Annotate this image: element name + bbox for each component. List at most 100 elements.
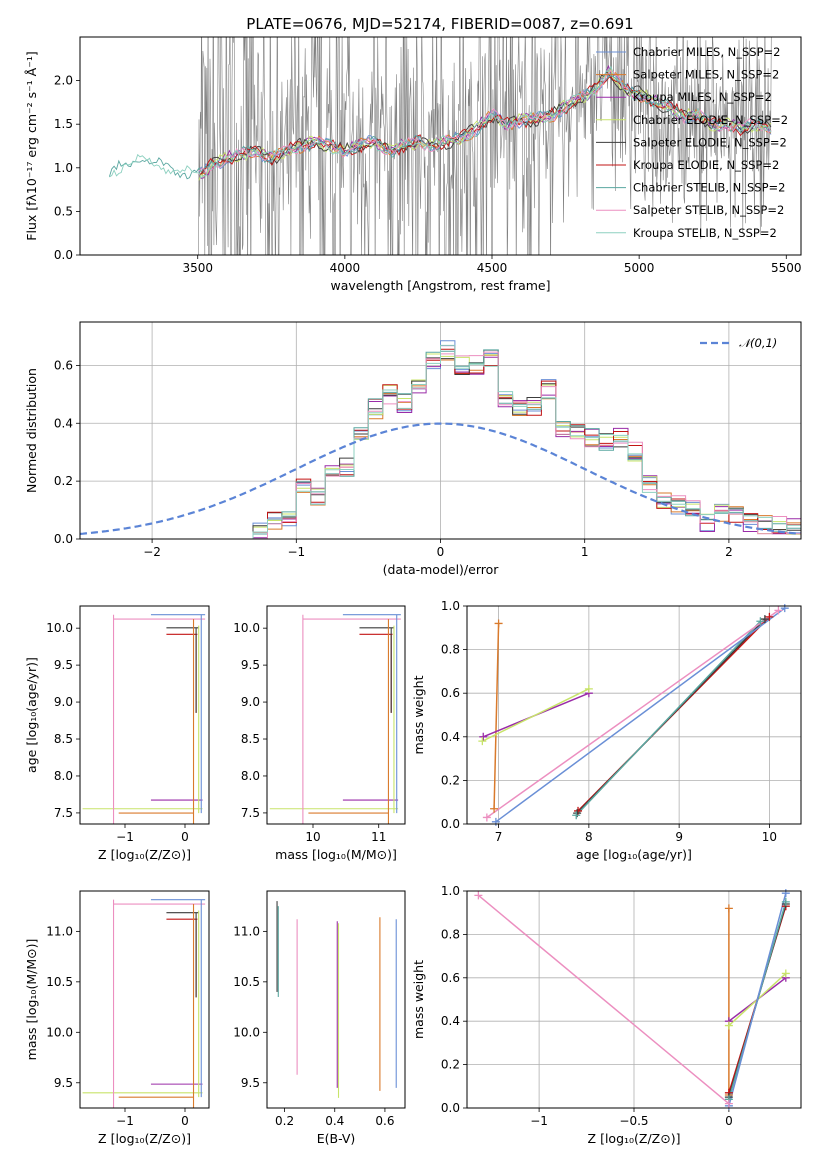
weight-marker — [572, 811, 581, 820]
x-tick-label: 7 — [495, 830, 503, 844]
y-tick-label: 10.0 — [46, 1025, 73, 1039]
y-axis-label: Normed distribution — [24, 368, 39, 493]
y-tick-label: 8.0 — [54, 769, 73, 783]
y-tick-label: 0.0 — [441, 1101, 460, 1115]
model-line — [198, 70, 772, 175]
y-tick-label: 1.0 — [441, 884, 460, 898]
plot-area — [82, 899, 206, 1108]
x-axis-label: (data-model)/error — [383, 562, 500, 577]
legend-label: Salpeter STELIB, N_SSP=2 — [633, 203, 784, 217]
x-tick-label: 0.2 — [275, 1114, 294, 1128]
x-tick-label: −1 — [116, 1114, 134, 1128]
weight-marker — [774, 606, 783, 615]
legend-label: Salpeter MILES, N_SSP=2 — [633, 68, 779, 82]
data-spectrum-line — [198, 37, 772, 255]
y-tick-label: 9.5 — [54, 658, 73, 672]
panel-weight-vs-z: −1 −0.5 0 0.0 0.2 0.4 0.6 0.8 1.0 Z [log₁₀(Z/Z⊙)]… — [411, 884, 802, 1146]
y-tick-label: 7.5 — [54, 806, 73, 820]
x-tick-label: 5500 — [771, 261, 802, 275]
y-tick-label: 0.2 — [441, 1058, 460, 1072]
y-tick-label: 7.5 — [241, 806, 260, 820]
weight-marker — [494, 619, 503, 628]
plot-area — [82, 614, 206, 824]
x-tick-label: 10 — [762, 830, 777, 844]
x-axis-label: E(B-V) — [317, 1131, 356, 1146]
panel-weight-vs-age: 7 8 9 10 0.0 0.2 0.4 0.6 0.8 1.0 age [log₁₀(age/yr… — [411, 599, 802, 862]
x-tick-label: −1 — [287, 545, 305, 559]
y-tick-label: 10.0 — [46, 621, 73, 635]
plot-area — [269, 614, 401, 824]
panel-age-vs-z: −1 0 7.5 8.0 8.5 9.0 9.5 10.0 Z [log₁₀(Z/Z⊙)] age… — [24, 605, 210, 862]
x-tick-label: 2 — [725, 545, 733, 559]
y-tick-label: 0.4 — [54, 416, 73, 430]
x-tick-label: −1 — [116, 830, 134, 844]
panel-mass-vs-ebv: 0.2 0.4 0.6 9.5 10.0 10.5 11.0 E(B-V) — [233, 890, 406, 1146]
y-tick-label: 1.5 — [54, 117, 73, 131]
y-tick-label: 0.0 — [441, 817, 460, 831]
y-tick-label: 1.0 — [54, 161, 73, 175]
y-tick-label: 8.5 — [241, 732, 260, 746]
panel-residuals: −2 −1 0 1 2 0.0 0.2 0.4 0.6 (data-model)/error Nor… — [24, 321, 802, 577]
x-tick-label: 0 — [437, 545, 445, 559]
axes-frame — [79, 890, 210, 1109]
y-tick-label: 11.0 — [46, 924, 73, 938]
y-axis-label: mass weight — [411, 960, 426, 1039]
axes-frame — [466, 890, 802, 1109]
y-tick-label: 0.8 — [441, 643, 460, 657]
legend-label: Salpeter ELODIE, N_SSP=2 — [633, 135, 787, 149]
model-line — [198, 75, 772, 176]
weight-line — [477, 894, 730, 1105]
x-tick-label: 0 — [725, 1114, 733, 1128]
histogram-step — [252, 353, 801, 539]
x-axis-label: Z [log₁₀(Z/Z⊙)] — [98, 847, 191, 862]
x-tick-label: 3500 — [182, 261, 213, 275]
y-tick-label: 1.0 — [441, 599, 460, 613]
x-tick-label: 4000 — [330, 261, 361, 275]
plot-area — [467, 891, 801, 1108]
y-axis-label: mass weight — [411, 675, 426, 754]
x-axis-label: age [log₁₀(age/yr)] — [576, 847, 692, 862]
x-tick-label: 8 — [585, 830, 593, 844]
y-tick-label: 0.6 — [54, 358, 73, 372]
x-axis-label: Z [log₁₀(Z/Z⊙)] — [588, 1131, 681, 1146]
model-line — [198, 71, 772, 176]
weight-marker — [781, 889, 790, 898]
plot-area — [80, 322, 801, 539]
weight-line — [575, 620, 761, 816]
weight-marker — [781, 969, 790, 978]
y-tick-label: 8.0 — [241, 769, 260, 783]
y-tick-label: 9.0 — [241, 695, 260, 709]
x-tick-label: 1 — [581, 545, 589, 559]
axes-frame — [79, 36, 802, 256]
y-tick-label: 0.6 — [441, 971, 460, 985]
legend-label: 𝒩(0,1) — [739, 336, 777, 350]
axes-frame — [266, 890, 406, 1109]
y-axis-label: age [log₁₀(age/yr)] — [24, 657, 39, 773]
legend-label: Kroupa ELODIE, N_SSP=2 — [633, 158, 779, 172]
panel-spectrum: 3500 4000 4500 5000 5500 0.0 0.5 1.0 1.5 2.0 wavel… — [24, 36, 802, 293]
weight-marker — [584, 684, 593, 693]
y-tick-label: 10.0 — [233, 621, 260, 635]
weight-marker — [482, 813, 491, 822]
weight-marker — [724, 1099, 733, 1108]
y-tick-label: 9.5 — [241, 1076, 260, 1090]
x-tick-label: 4500 — [477, 261, 508, 275]
weight-marker — [760, 615, 769, 624]
x-axis-label: wavelength [Angstrom, rest frame] — [330, 278, 550, 293]
weight-line — [495, 607, 786, 823]
gaussian-curve — [80, 422, 799, 535]
plot-area — [108, 37, 772, 255]
legend-label: Chabrier ELODIE, N_SSP=2 — [633, 113, 788, 127]
y-tick-label: 0.5 — [54, 204, 73, 218]
x-tick-label: −1 — [530, 1114, 548, 1128]
x-axis-label: mass [log₁₀(M/M⊙)] — [275, 847, 397, 862]
histogram-step — [253, 354, 801, 539]
y-axis-label: Flux [fλ10⁻¹⁷ erg cm⁻² s⁻¹ Å⁻¹] — [24, 51, 39, 240]
y-tick-label: 11.0 — [233, 924, 260, 938]
y-axis-label: mass [log₁₀(M/M⊙)] — [24, 939, 39, 1061]
plot-area — [276, 901, 397, 1098]
x-tick-label: 9 — [675, 830, 683, 844]
histogram-step — [253, 351, 801, 539]
legend-label: Kroupa STELIB, N_SSP=2 — [633, 226, 777, 240]
weight-marker — [479, 732, 488, 741]
